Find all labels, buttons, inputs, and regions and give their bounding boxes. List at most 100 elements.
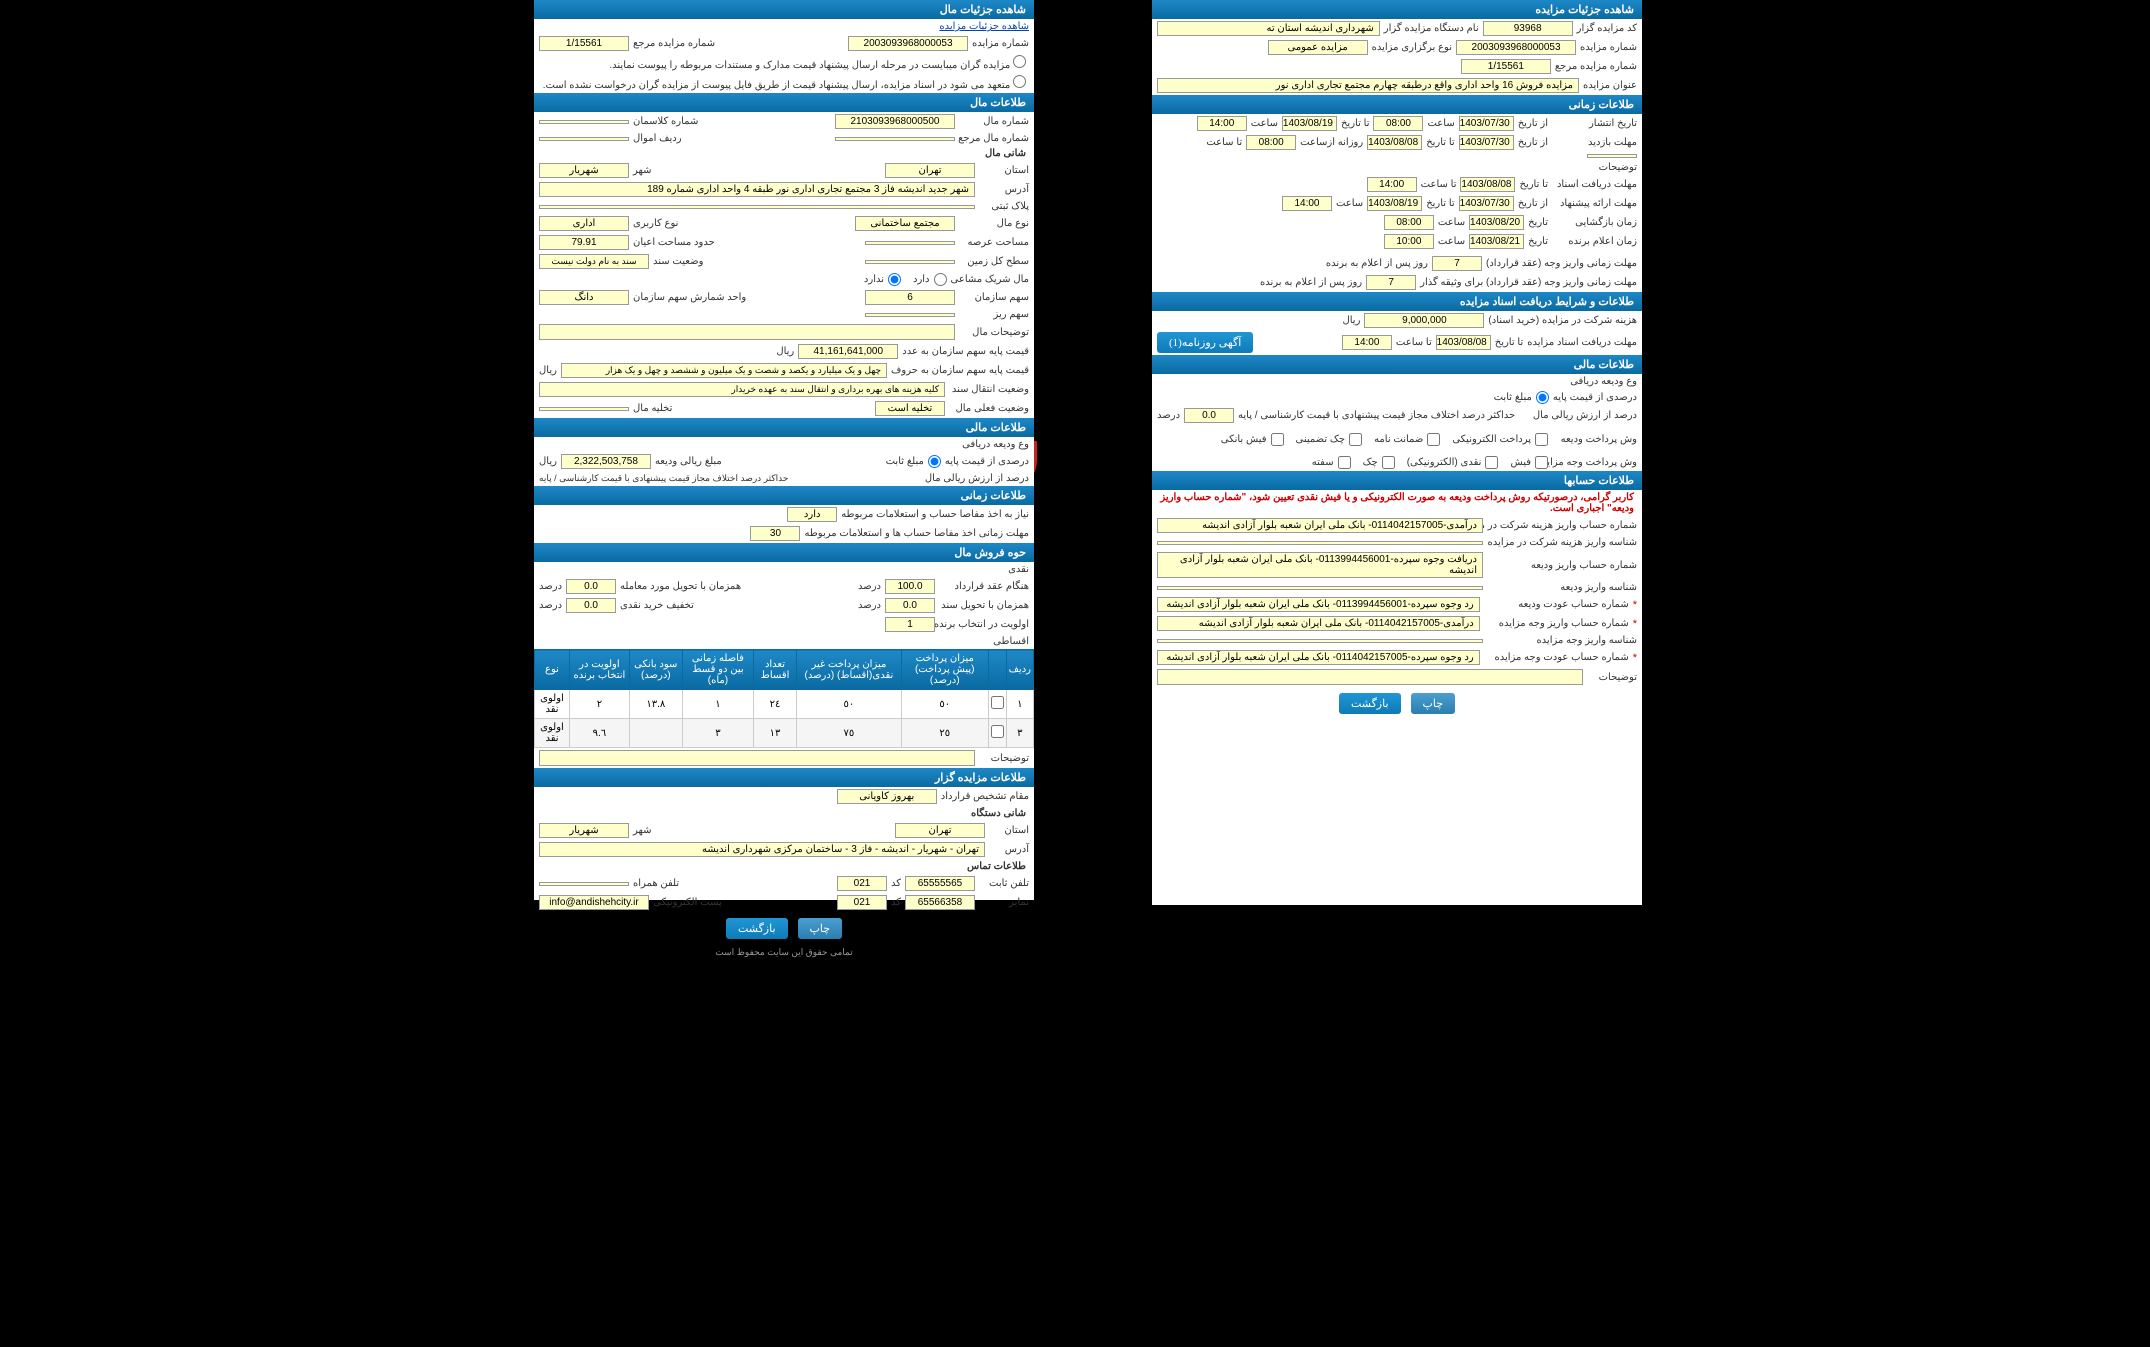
- lbl-offer-deadline: مهلت ارائه پیشنهاد: [1552, 198, 1637, 209]
- fld-auction-title: مزایده فروش 16 واحد اداری واقع درطبقه چه…: [1157, 78, 1579, 93]
- radio-fixed-amount[interactable]: [1536, 391, 1549, 404]
- warning-text: کاربر گرامی، درصورتیکه روش پرداخت ودیعه …: [1152, 490, 1642, 516]
- section-financial: طلاعات مالی: [1152, 355, 1642, 374]
- fld-property-notes: [539, 324, 955, 340]
- radio-fixed-2[interactable]: [928, 455, 941, 468]
- table-header: میزان پرداخت غیر نقدی(اقساط) (درصد): [796, 650, 901, 690]
- lbl-auction-type: نوع برگزاری مزایده: [1372, 42, 1452, 53]
- link-auction-details[interactable]: شاهده جزئیات مزایده: [939, 21, 1029, 32]
- back-button[interactable]: بازگشت: [1339, 693, 1401, 714]
- chk-electronic[interactable]: [1535, 433, 1548, 446]
- lbl-payment-method: وش پرداخت وجه مزایده: [1552, 457, 1637, 468]
- chk-promissory[interactable]: [1338, 456, 1351, 469]
- section-time-2: طلاعات زمانی: [534, 486, 1034, 505]
- fld-share-unit: دانگ: [539, 290, 629, 305]
- fld-payment-account: درآمدی-0114042157005- بانک ملی ایران شعب…: [1157, 616, 1480, 631]
- fld-evacuation: [539, 407, 629, 411]
- lbl-org-name: نام دستگاه مزایده گزار: [1384, 23, 1479, 34]
- note-2: متعهد می شود در اسناد مزایده، ارسال پیشن…: [534, 73, 1034, 93]
- fld-asset-row: [539, 137, 629, 141]
- fld-city: شهریار: [539, 163, 629, 178]
- lbl-doc-deadline: مهلت دریافت اسناد: [1552, 179, 1637, 190]
- installment-table: ردیفمیزان پرداخت (پیش پرداخت) (درصد)میزا…: [534, 649, 1034, 748]
- fld-publish-from: 1403/07/30: [1459, 116, 1514, 131]
- fld-phone-code: 021: [837, 876, 887, 891]
- fld-province: تهران: [885, 163, 975, 178]
- chk-guarantee[interactable]: [1427, 433, 1440, 446]
- fld-winner-priority: 1: [885, 617, 935, 632]
- lbl-winner-announce: زمان اعلام برنده: [1552, 236, 1637, 247]
- fld-mobile: [539, 882, 629, 886]
- fld-org-address: تهران - شهریار - اندیشه - فاز 3 - ساختما…: [539, 842, 985, 857]
- fld-transfer-status: کلیه هزینه های بهره برداری و انتقال سند …: [539, 382, 945, 397]
- fld-delivery-pct: 0.0: [566, 579, 616, 594]
- table-header: [988, 650, 1006, 690]
- fld-class-no: [539, 120, 629, 124]
- fld-org-name: شهرداری اندیشه استان ته: [1157, 21, 1380, 36]
- chk-receipt[interactable]: [1535, 456, 1548, 469]
- contact-header: طلاعات تماس: [534, 859, 1034, 874]
- lbl-guarantor-deadline: مهلت زمانی واریز وجه (عقد قرارداد) برای …: [1420, 277, 1637, 288]
- fld-participation-fee: 9,000,000: [1364, 313, 1484, 328]
- lbl-participation-fee: هزینه شرکت در مزایده (خرید اسناد): [1488, 315, 1637, 326]
- fld-contract-pct: 100.0: [885, 579, 935, 594]
- chk-certified-check[interactable]: [1349, 433, 1362, 446]
- back-button-2[interactable]: بازگشت: [726, 918, 788, 939]
- fld-fax-code: 021: [837, 895, 887, 910]
- fld-fee-account: درآمدی-0114042157005- بانک ملی ایران شعب…: [1157, 518, 1483, 533]
- fld-deed-pct: 0.0: [885, 598, 935, 613]
- property-details-panel: شاهده جزئیات مال شاهده جزئیات مزایده شما…: [534, 0, 1034, 900]
- lbl-deposit-type: وع ودیعه دریافی: [1570, 376, 1637, 387]
- auction-details-panel: شاهده جزئیات مزایده کد مزایده گزار 93968…: [1152, 0, 1642, 905]
- row-checkbox[interactable]: [991, 725, 1004, 738]
- section-auction-details: شاهده جزئیات مزایده: [1152, 0, 1642, 19]
- fld-land-area: [865, 241, 955, 245]
- table-header: اولویت در انتخاب برنده: [570, 650, 630, 690]
- fld-address: شهر جدید اندیشه فاز 3 مجتمع تجاری اداری …: [539, 182, 975, 197]
- print-button[interactable]: چاپ: [1411, 693, 1456, 714]
- fld-base-price-words: چهل و یک میلیارد و یکصد و شصت و یک میلیو…: [561, 363, 887, 378]
- lbl-doc-receive-deadline: مهلت دریافت اسناد مزایده: [1527, 337, 1637, 348]
- newspaper-ad-button[interactable]: آگهی روزنامه(1): [1157, 332, 1253, 353]
- section-doc-terms: طلاعات و شرایط دریافت اسناد مزایده: [1152, 292, 1642, 311]
- chk-cheque[interactable]: [1382, 456, 1395, 469]
- chk-cash-electronic[interactable]: [1485, 456, 1498, 469]
- chk-bank-receipt[interactable]: [1271, 433, 1284, 446]
- fld-publish-to-time: 14:00: [1197, 116, 1247, 131]
- lbl-auctioneer-code: کد مزایده گزار: [1577, 23, 1637, 34]
- section-auctioneer: طلاعات مزایده گزار: [534, 768, 1034, 787]
- fld-auctioneer-code: 93968: [1483, 21, 1573, 36]
- note-1: مزایده گران میبایست در مرحله ارسال پیشنه…: [534, 53, 1034, 73]
- fld-base-price-num: 41,161,641,000: [798, 344, 898, 359]
- table-row: ٣٢٥٧٥١٣٣٩.٦اولوی نقد: [535, 719, 1034, 748]
- fld-current-status: تخلیه است: [875, 401, 945, 416]
- address-header: شانی مال: [534, 146, 1034, 161]
- fld-org-province: تهران: [895, 823, 985, 838]
- section-sale-method: حوه فروش مال: [534, 543, 1034, 562]
- fld-auction-type: مزایده عمومی: [1268, 40, 1368, 55]
- print-button-2[interactable]: چاپ: [798, 918, 843, 939]
- fld-phone: 65555565: [905, 876, 975, 891]
- lbl-pay-deadline: مهلت زمانی واریز وجه (عقد قرارداد): [1486, 258, 1637, 269]
- fld-usage-type: اداری: [539, 216, 629, 231]
- section-property-info: طلاعات مال: [534, 93, 1034, 112]
- radio-no-partner[interactable]: [888, 273, 901, 286]
- fld-property-ref: [835, 137, 955, 141]
- fld-description: [1157, 669, 1583, 685]
- org-address-header: شانی دستگاه: [534, 806, 1034, 821]
- fld-fax: 65566358: [905, 895, 975, 910]
- radio-has-partner[interactable]: [934, 273, 947, 286]
- lbl-notes: توضیحات: [1552, 162, 1637, 173]
- fld-refund-payment-account: رد وجوه سپرده-0114042157005- بانک ملی ای…: [1157, 650, 1480, 665]
- lbl-publish-date: تاریخ انتشار: [1552, 118, 1637, 129]
- fld-refund-deposit-account: رد وجوه سپرده-0113994456001- بانک ملی ای…: [1157, 597, 1480, 612]
- fld-property-no: 2103093968000500: [835, 114, 955, 129]
- section-accounts: طلاعات حسابها: [1152, 471, 1642, 490]
- lbl-deposit-method: وش پرداخت ودیعه: [1552, 434, 1637, 445]
- table-row: ١٥٠٥٠٢٤١١٣.٨٢اولوی نقد: [535, 690, 1034, 719]
- fld-publish-to: 1403/08/19: [1282, 116, 1337, 131]
- fld-cash-discount: 0.0: [566, 598, 616, 613]
- fld-deposit-amount: 2,322,503,758: [561, 454, 651, 469]
- row-checkbox[interactable]: [991, 696, 1004, 709]
- fld-plate: [539, 205, 975, 209]
